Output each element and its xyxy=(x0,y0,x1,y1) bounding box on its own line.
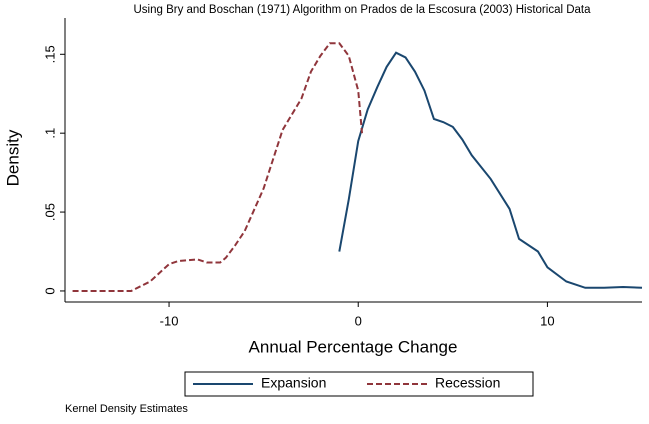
series-line xyxy=(338,51,643,289)
chart-title: Using Bry and Boschan (1971) Algorithm o… xyxy=(133,4,591,16)
x-tick-label: 0 xyxy=(355,313,362,328)
y-tick-label: .1 xyxy=(42,128,57,139)
legend-label: Recession xyxy=(435,375,500,391)
x-tick-label: -10 xyxy=(160,313,179,328)
y-axis-label: Density xyxy=(3,129,22,186)
y-tick-label: 0 xyxy=(42,287,57,294)
legend-label: Expansion xyxy=(261,375,326,391)
note: Kernel Density Estimates xyxy=(65,403,188,415)
y-tick-label: .15 xyxy=(42,45,57,63)
x-axis-label: Annual Percentage Change xyxy=(249,337,458,356)
y-tick-label: .05 xyxy=(42,203,57,221)
legend-box xyxy=(184,371,534,397)
x-tick-label: 10 xyxy=(540,313,554,328)
series-line xyxy=(72,42,364,292)
